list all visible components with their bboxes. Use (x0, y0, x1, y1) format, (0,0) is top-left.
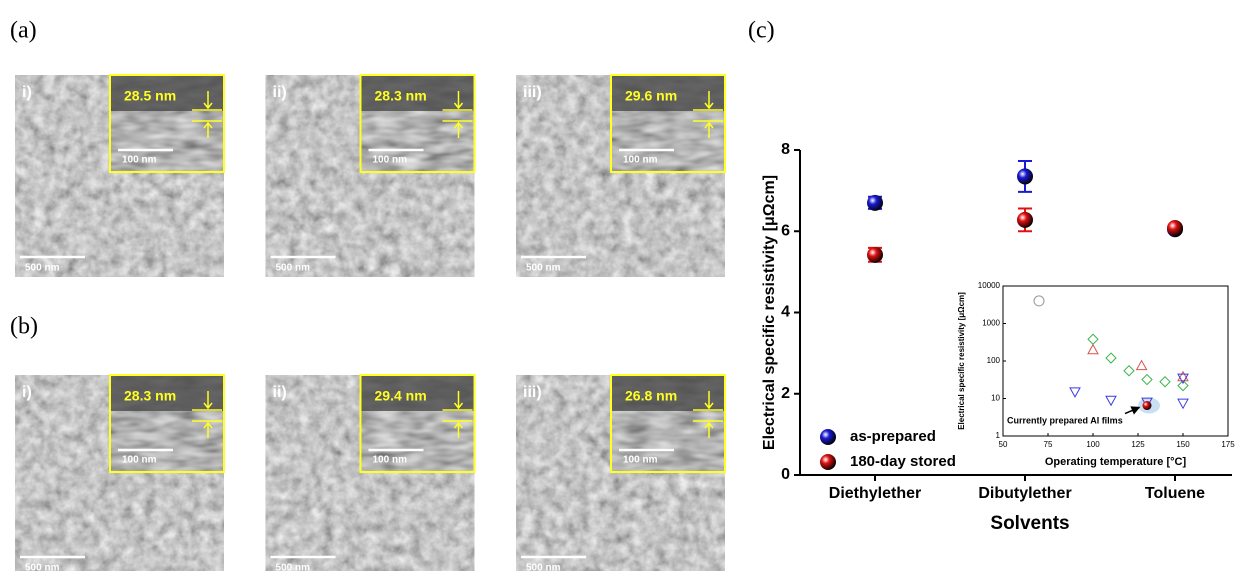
y-tick-label: 4 (781, 304, 790, 321)
y-tick-label: 1 (996, 431, 1001, 440)
thickness-label: 28.5 nm (124, 88, 176, 104)
data-point (867, 195, 883, 211)
x-tick-label: 75 (1044, 440, 1053, 449)
thickness-label: 28.3 nm (124, 388, 176, 404)
data-point (1088, 334, 1098, 344)
x-tick-label: Diethylether (829, 485, 921, 502)
x-tick-label: 125 (1131, 440, 1145, 449)
y-tick-label: 10 (991, 394, 1000, 403)
inset-scale-label: 100 nm (373, 155, 408, 166)
x-tick-label: 175 (1221, 440, 1235, 449)
x-axis-label: Solvents (990, 513, 1069, 534)
y-tick-label: 0 (781, 466, 790, 483)
data-point (1137, 361, 1147, 370)
data-point (1106, 396, 1116, 405)
inset-scale-label: 100 nm (623, 455, 658, 466)
image-label: i) (22, 384, 32, 401)
inset-scale-label: 100 nm (373, 455, 408, 466)
x-tick-label: Toluene (1145, 485, 1205, 502)
inset-scale-label: 100 nm (623, 155, 658, 166)
image-label: iii) (523, 384, 542, 401)
panel-label: (a) (10, 18, 37, 44)
scale-label: 500 nm (276, 563, 311, 571)
x-tick-label: 50 (999, 440, 1008, 449)
data-point (1034, 296, 1044, 306)
data-point (1017, 168, 1033, 184)
thickness-label: 26.8 nm (625, 388, 677, 404)
inset-scale-label: 100 nm (122, 155, 157, 166)
x-tick-label: Dibutylether (978, 485, 1071, 502)
x-tick-label: 100 (1086, 440, 1100, 449)
scale-label: 500 nm (526, 263, 561, 274)
data-point (1167, 220, 1183, 236)
panel-label: (c) (748, 18, 775, 44)
image-label: ii) (273, 84, 287, 101)
y-tick-label: 2 (781, 385, 790, 402)
figure: (a) (b) (c) i) 28.5 nm 100 nm 500 nm ii) 28.3… (0, 0, 1236, 571)
image-label: iii) (523, 84, 542, 101)
scale-label: 500 nm (25, 563, 60, 571)
y-tick-label: 10000 (978, 281, 1001, 290)
data-point (1106, 353, 1116, 363)
data-point (1143, 401, 1152, 410)
inset-frame (1003, 286, 1228, 436)
data-point (1124, 366, 1134, 376)
data-point (1017, 212, 1033, 228)
y-tick-label: 100 (987, 356, 1001, 365)
data-point (1088, 345, 1098, 354)
data-point (867, 247, 883, 263)
panel-label: (b) (10, 314, 38, 340)
y-axis-label: Electrical specific resistivity [μΩcm] (761, 175, 778, 450)
scale-label: 500 nm (276, 263, 311, 274)
annotation: Currently prepared Al films (1007, 415, 1123, 425)
page: (a) (b) (c) i) 28.5 nm 100 nm 500 nm ii) 28.3… (0, 0, 1236, 571)
annotation-arrow (1125, 408, 1139, 414)
scale-label: 500 nm (526, 563, 561, 571)
inset-scale-label: 100 nm (122, 455, 157, 466)
x-axis-label: Operating temperature [°C] (1045, 456, 1187, 468)
legend-marker (820, 429, 836, 445)
y-tick-label: 1000 (982, 319, 1000, 328)
image-label: ii) (273, 384, 287, 401)
legend-label: as-prepared (850, 428, 936, 445)
thickness-label: 28.3 nm (375, 88, 427, 104)
data-point (1160, 377, 1170, 387)
image-label: i) (22, 84, 32, 101)
thickness-label: 29.4 nm (375, 388, 427, 404)
y-tick-label: 8 (781, 141, 790, 158)
thickness-label: 29.6 nm (625, 88, 677, 104)
legend-label: 180-day stored (850, 453, 956, 470)
data-point (1178, 399, 1188, 408)
data-point (1070, 388, 1080, 397)
legend-marker (820, 454, 836, 470)
scale-label: 500 nm (25, 263, 60, 274)
y-axis-label: Electrical specific resistivity [μΩcm] (957, 292, 966, 430)
y-tick-label: 6 (781, 222, 790, 239)
x-tick-label: 150 (1176, 440, 1190, 449)
data-point (1142, 375, 1152, 385)
